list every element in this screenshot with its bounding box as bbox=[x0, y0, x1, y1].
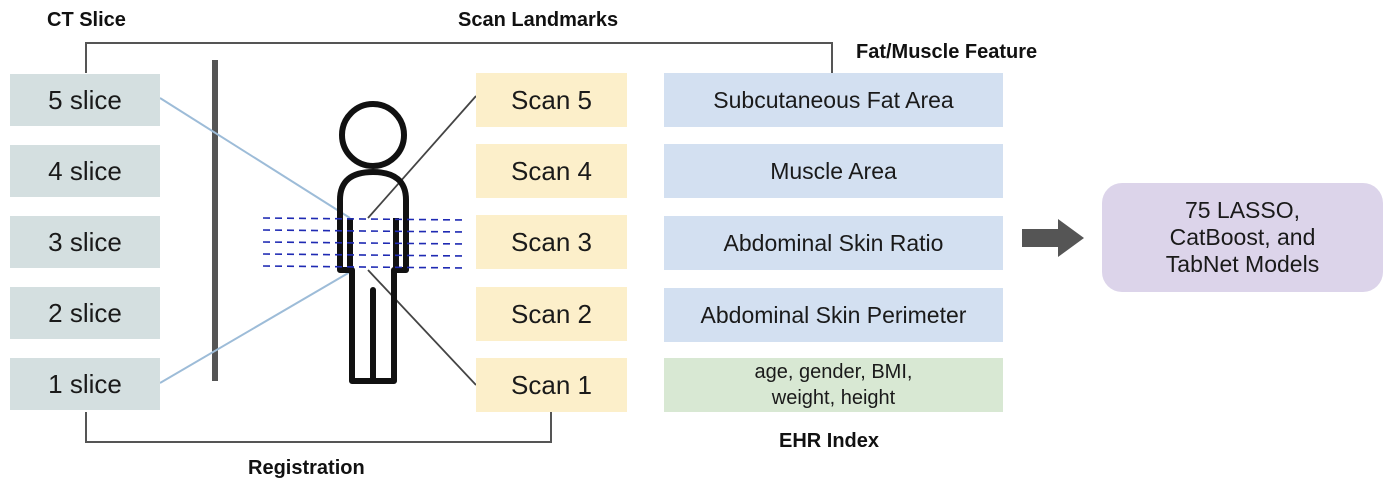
model-line-2: CatBoost, and bbox=[1169, 224, 1316, 250]
slice-box-4: 4 slice bbox=[10, 145, 160, 197]
scan-box-4: Scan 4 bbox=[476, 144, 627, 198]
scan-planes bbox=[262, 217, 467, 269]
models-box: 75 LASSO, CatBoost, and TabNet Models bbox=[1102, 183, 1383, 292]
scan-box-5: Scan 5 bbox=[476, 73, 627, 127]
feature-abdominal-skin-perimeter: Abdominal Skin Perimeter bbox=[664, 288, 1003, 342]
projection-line-top bbox=[159, 97, 351, 219]
scan-box-1: Scan 1 bbox=[476, 358, 627, 412]
slice-box-5: 5 slice bbox=[10, 74, 160, 126]
feature-abdominal-skin-ratio: Abdominal Skin Ratio bbox=[664, 216, 1003, 270]
feature-muscle-area: Muscle Area bbox=[664, 144, 1003, 198]
ehr-line-2: weight, height bbox=[771, 387, 896, 409]
ehr-features-box: age, gender, BMI, weight, height bbox=[664, 358, 1003, 412]
feature-subcutaneous-fat: Subcutaneous Fat Area bbox=[664, 73, 1003, 127]
arrow-right-icon bbox=[1022, 219, 1084, 257]
ct-slice-label: CT Slice bbox=[47, 9, 126, 31]
scan-box-3: Scan 3 bbox=[476, 215, 627, 269]
ehr-index-label: EHR Index bbox=[779, 430, 880, 452]
scan-landmarks-label: Scan Landmarks bbox=[458, 9, 619, 31]
model-line-3: TabNet Models bbox=[1165, 251, 1320, 277]
slice-box-1: 1 slice bbox=[10, 358, 160, 410]
projection-line-bottom bbox=[159, 271, 351, 384]
registration-label: Registration bbox=[248, 457, 365, 479]
model-line-1: 75 LASSO, bbox=[1184, 197, 1301, 223]
slice-box-3: 3 slice bbox=[10, 216, 160, 268]
fat-muscle-feature-label: Fat/Muscle Feature bbox=[856, 41, 1038, 63]
scan-box-2: Scan 2 bbox=[476, 287, 627, 341]
registration-bracket bbox=[85, 412, 552, 443]
slice-box-2: 2 slice bbox=[10, 287, 160, 339]
scan5-connector bbox=[367, 95, 477, 219]
scan1-connector bbox=[367, 269, 477, 386]
ehr-line-1: age, gender, BMI, bbox=[754, 361, 913, 383]
landmark-bracket bbox=[85, 42, 833, 73]
